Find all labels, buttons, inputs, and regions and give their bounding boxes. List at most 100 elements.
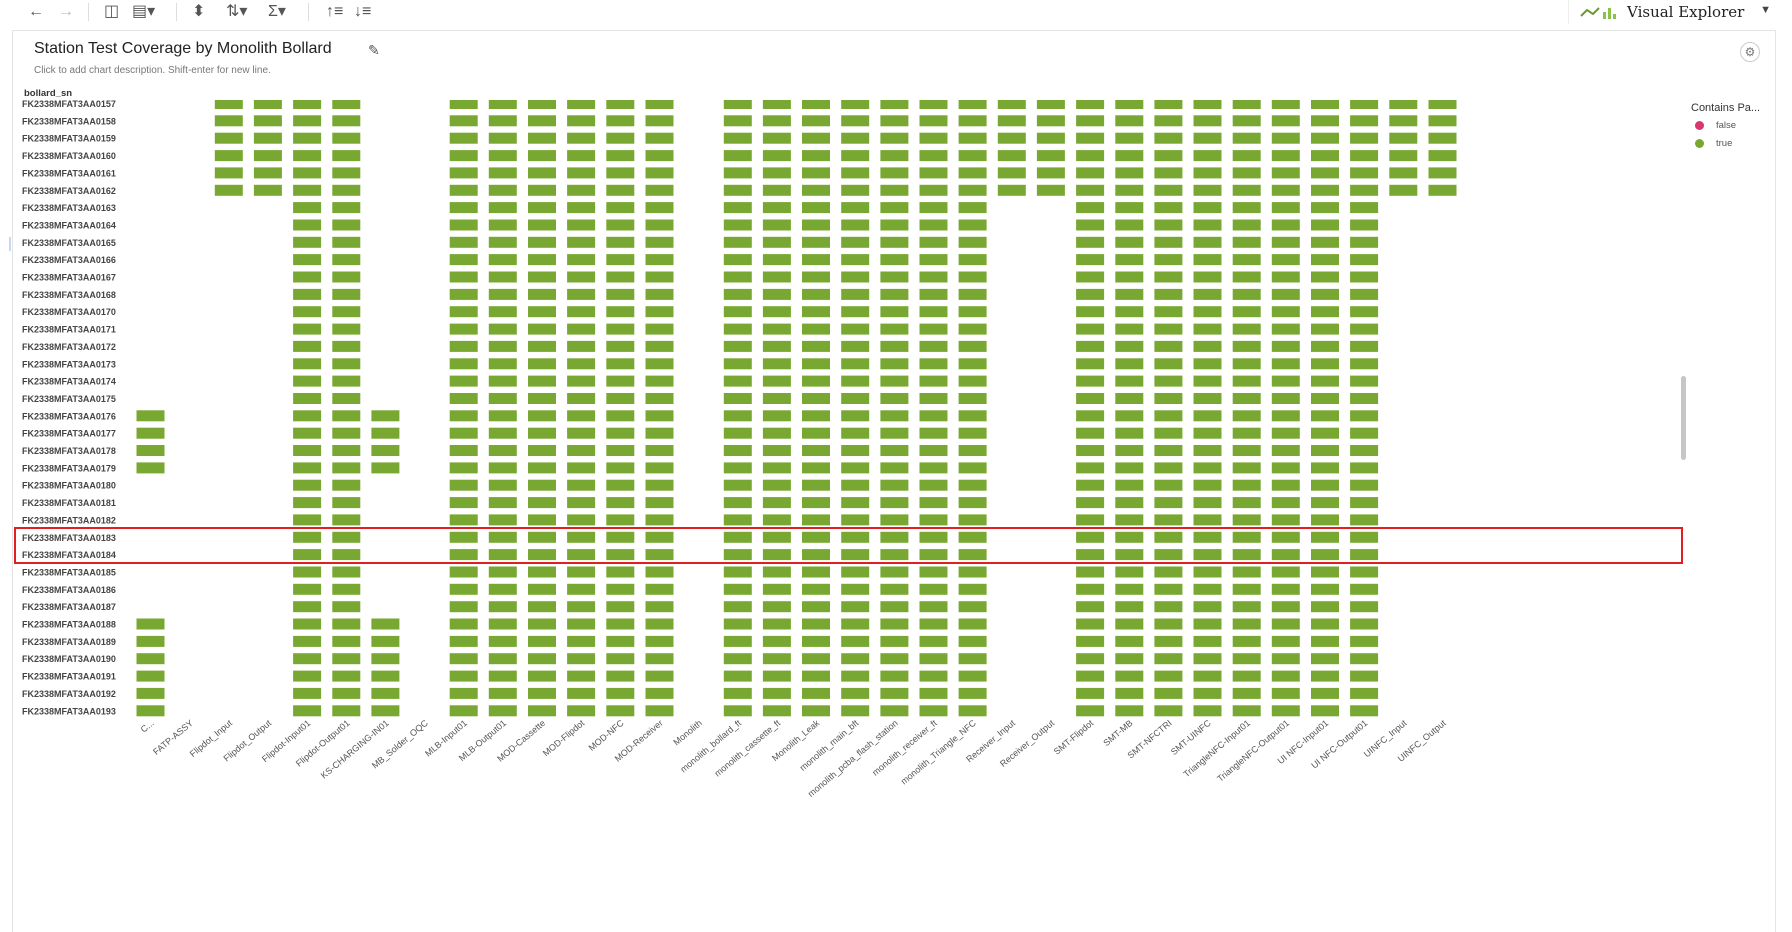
heatmap-cell[interactable] bbox=[528, 254, 556, 266]
heatmap-cell[interactable] bbox=[1076, 150, 1105, 162]
heatmap-cell[interactable] bbox=[1350, 635, 1379, 647]
heatmap-cell[interactable] bbox=[1271, 340, 1300, 352]
heatmap-cell[interactable] bbox=[841, 288, 870, 300]
heatmap-cell[interactable] bbox=[645, 375, 674, 387]
heatmap-cell[interactable] bbox=[1193, 427, 1222, 439]
heatmap-cell[interactable] bbox=[802, 150, 830, 162]
heatmap-cell[interactable] bbox=[1350, 340, 1379, 352]
heatmap-cell[interactable] bbox=[567, 601, 596, 613]
heatmap-cell[interactable] bbox=[645, 219, 674, 231]
heatmap-cell[interactable] bbox=[1271, 375, 1300, 387]
heatmap-cell[interactable] bbox=[1154, 115, 1183, 127]
heatmap-cell[interactable] bbox=[1036, 98, 1065, 109]
heatmap-cell[interactable] bbox=[1271, 393, 1300, 404]
heatmap-cell[interactable] bbox=[1115, 375, 1144, 387]
heatmap-cell[interactable] bbox=[253, 132, 282, 144]
heatmap-cell[interactable] bbox=[371, 687, 400, 699]
heatmap-cell[interactable] bbox=[1115, 306, 1144, 318]
heatmap-cell[interactable] bbox=[1115, 132, 1144, 144]
heatmap-cell[interactable] bbox=[567, 202, 596, 214]
heatmap-cell[interactable] bbox=[723, 358, 752, 370]
heatmap-cell[interactable] bbox=[958, 219, 987, 231]
heatmap-cell[interactable] bbox=[958, 306, 987, 318]
heatmap-cell[interactable] bbox=[1350, 531, 1379, 543]
heatmap-cell[interactable] bbox=[1311, 670, 1339, 682]
heatmap-cell[interactable] bbox=[1193, 271, 1222, 283]
heatmap-cell[interactable] bbox=[1389, 184, 1418, 196]
heatmap-cell[interactable] bbox=[332, 393, 361, 404]
heatmap-cell[interactable] bbox=[880, 393, 909, 404]
heatmap-cell[interactable] bbox=[919, 184, 948, 196]
heatmap-cell[interactable] bbox=[1076, 202, 1105, 214]
heatmap-cell[interactable] bbox=[449, 583, 478, 595]
heatmap-cell[interactable] bbox=[1154, 479, 1183, 491]
heatmap-cell[interactable] bbox=[293, 514, 322, 526]
heatmap-cell[interactable] bbox=[1232, 167, 1261, 179]
heatmap-cell[interactable] bbox=[293, 601, 322, 613]
heatmap-cell[interactable] bbox=[1350, 479, 1379, 491]
heatmap-cell[interactable] bbox=[958, 375, 987, 387]
heatmap-cell[interactable] bbox=[253, 98, 282, 109]
heatmap-cell[interactable] bbox=[606, 687, 635, 699]
heatmap-cell[interactable] bbox=[567, 427, 596, 439]
legend-item-false[interactable]: false bbox=[1695, 120, 1736, 131]
heatmap-cell[interactable] bbox=[371, 618, 400, 630]
heatmap-cell[interactable] bbox=[841, 583, 870, 595]
heatmap-cell[interactable] bbox=[958, 115, 987, 127]
heatmap-cell[interactable] bbox=[762, 236, 791, 248]
heatmap-cell[interactable] bbox=[762, 601, 791, 613]
heatmap-cell[interactable] bbox=[528, 358, 556, 370]
heatmap-cell[interactable] bbox=[488, 445, 517, 456]
heatmap-cell[interactable] bbox=[332, 583, 361, 595]
heatmap-cell[interactable] bbox=[1076, 358, 1105, 370]
heatmap-cell[interactable] bbox=[880, 340, 909, 352]
heatmap-cell[interactable] bbox=[1193, 462, 1222, 474]
heatmap-cell[interactable] bbox=[1076, 601, 1105, 613]
heatmap-cell[interactable] bbox=[449, 375, 478, 387]
heatmap-cell[interactable] bbox=[488, 236, 517, 248]
heatmap-cell[interactable] bbox=[1154, 549, 1183, 561]
heatmap-cell[interactable] bbox=[449, 670, 478, 682]
heatmap-cell[interactable] bbox=[1115, 202, 1144, 214]
heatmap-cell[interactable] bbox=[1115, 393, 1144, 404]
heatmap-cell[interactable] bbox=[1115, 98, 1144, 109]
heatmap-cell[interactable] bbox=[528, 705, 556, 717]
heatmap-cell[interactable] bbox=[1154, 618, 1183, 630]
heatmap-cell[interactable] bbox=[488, 219, 517, 231]
heatmap-cell[interactable] bbox=[802, 288, 830, 300]
heatmap-cell[interactable] bbox=[1154, 410, 1183, 422]
heatmap-cell[interactable] bbox=[841, 323, 870, 335]
heatmap-cell[interactable] bbox=[528, 393, 556, 404]
heatmap-cell[interactable] bbox=[1350, 393, 1379, 404]
heatmap-cell[interactable] bbox=[1350, 254, 1379, 266]
heatmap-cell[interactable] bbox=[488, 618, 517, 630]
heatmap-cell[interactable] bbox=[528, 115, 556, 127]
heatmap-cell[interactable] bbox=[606, 202, 635, 214]
heatmap-cell[interactable] bbox=[1271, 687, 1300, 699]
heatmap-cell[interactable] bbox=[528, 601, 556, 613]
heatmap-cell[interactable] bbox=[567, 236, 596, 248]
heatmap-cell[interactable] bbox=[449, 531, 478, 543]
heatmap-cell[interactable] bbox=[1311, 271, 1339, 283]
heatmap-cell[interactable] bbox=[1311, 132, 1339, 144]
heatmap-cell[interactable] bbox=[958, 288, 987, 300]
heatmap-cell[interactable] bbox=[332, 549, 361, 561]
heatmap-cell[interactable] bbox=[645, 150, 674, 162]
heatmap-cell[interactable] bbox=[606, 306, 635, 318]
heatmap-cell[interactable] bbox=[1076, 132, 1105, 144]
heatmap-cell[interactable] bbox=[880, 531, 909, 543]
heatmap-cell[interactable] bbox=[1271, 531, 1300, 543]
heatmap-cell[interactable] bbox=[645, 479, 674, 491]
heatmap-cell[interactable] bbox=[762, 288, 791, 300]
heatmap-cell[interactable] bbox=[841, 427, 870, 439]
heatmap-cell[interactable] bbox=[919, 167, 948, 179]
heatmap-cell[interactable] bbox=[136, 410, 165, 422]
heatmap-cell[interactable] bbox=[136, 635, 165, 647]
heatmap-cell[interactable] bbox=[645, 601, 674, 613]
heatmap-cell[interactable] bbox=[1311, 687, 1339, 699]
heatmap-cell[interactable] bbox=[332, 358, 361, 370]
heatmap-cell[interactable] bbox=[293, 306, 322, 318]
heatmap-cell[interactable] bbox=[1115, 514, 1144, 526]
heatmap-cell[interactable] bbox=[645, 497, 674, 509]
heatmap-cell[interactable] bbox=[528, 635, 556, 647]
